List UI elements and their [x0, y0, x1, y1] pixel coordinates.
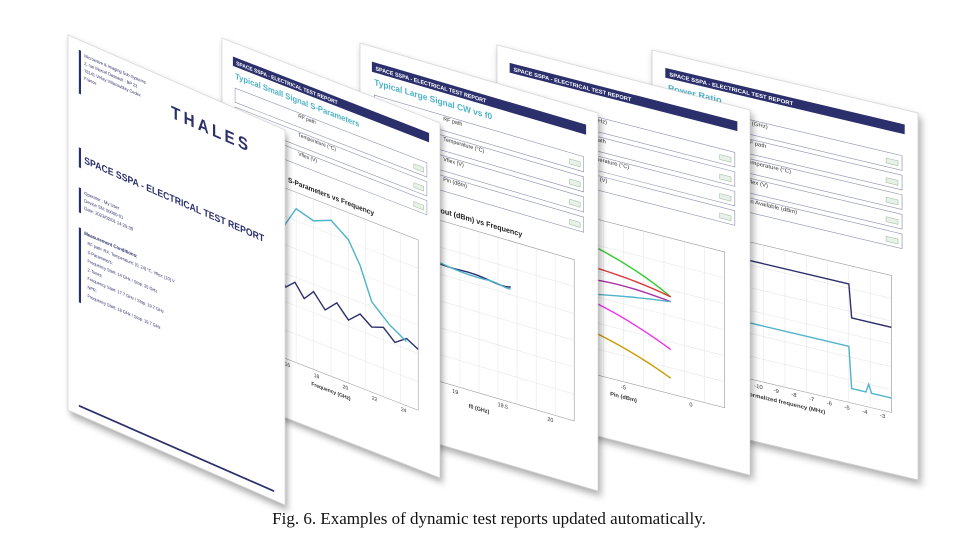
footer-bar [78, 404, 275, 493]
field-chip [885, 177, 899, 186]
field-chip [569, 219, 581, 228]
header-bar [665, 67, 905, 135]
x-tick-label: -9 [773, 388, 778, 395]
field-chip [719, 173, 732, 183]
x-tick-label: -7 [809, 396, 814, 403]
condition-line: 2-Tones: [88, 267, 103, 279]
x-tick-label: -6 [827, 401, 832, 408]
address-line: France [84, 76, 97, 87]
filter-field [234, 87, 428, 178]
accent-bar [78, 227, 82, 304]
field-label: f0 (GHz) [745, 120, 768, 131]
field-chip [885, 216, 899, 225]
x-tick-label: -5 [844, 405, 849, 412]
x-tick-label: 20 [547, 417, 553, 425]
field-chip [719, 212, 732, 221]
field-chip [413, 182, 424, 192]
field-label: RF path [745, 139, 766, 150]
report-pages: SPACE SSPA - ELECTRICAL TEST REPORTPower… [67, 34, 919, 506]
x-tick-label: 22 [372, 395, 378, 403]
x-tick-label: 19 [452, 389, 458, 397]
field-chip [569, 178, 581, 188]
field-label: Vflex (V) [745, 178, 768, 189]
x-tick-label: -5 [621, 385, 626, 392]
header-bar [509, 62, 738, 132]
field-chip [413, 201, 424, 211]
x-tick-label: 20 [343, 384, 349, 392]
x-tick-label: -3 [880, 413, 885, 420]
field-label: RF path [443, 116, 462, 128]
x-tick-label: -10 [754, 383, 763, 391]
accent-bar [78, 147, 82, 169]
sheet-paper [67, 34, 286, 506]
field-chip [719, 193, 732, 202]
condition-line: NPR: [88, 284, 97, 293]
x-tick-label: 24 [401, 407, 407, 415]
caption: Fig. 6. Examples of dynamic test reports… [272, 509, 706, 528]
accent-bar [78, 187, 82, 214]
x-tick-label: -8 [791, 392, 796, 399]
field-chip [569, 158, 581, 168]
header-bar [232, 56, 430, 143]
x-tick-label: 19.5 [498, 402, 508, 411]
field-chip [569, 198, 581, 208]
x-tick-label: 18 [314, 373, 320, 381]
field-chip [719, 154, 732, 163]
x-tick-label: -4 [862, 409, 868, 416]
field-chip [885, 196, 899, 206]
field-chip [885, 157, 899, 166]
accent-bar [78, 49, 82, 95]
field-chip [413, 163, 424, 173]
x-tick-label: 16 [285, 361, 291, 369]
field-chip [885, 236, 899, 245]
x-tick-label: 0 [689, 402, 692, 409]
header-bar [371, 61, 587, 135]
